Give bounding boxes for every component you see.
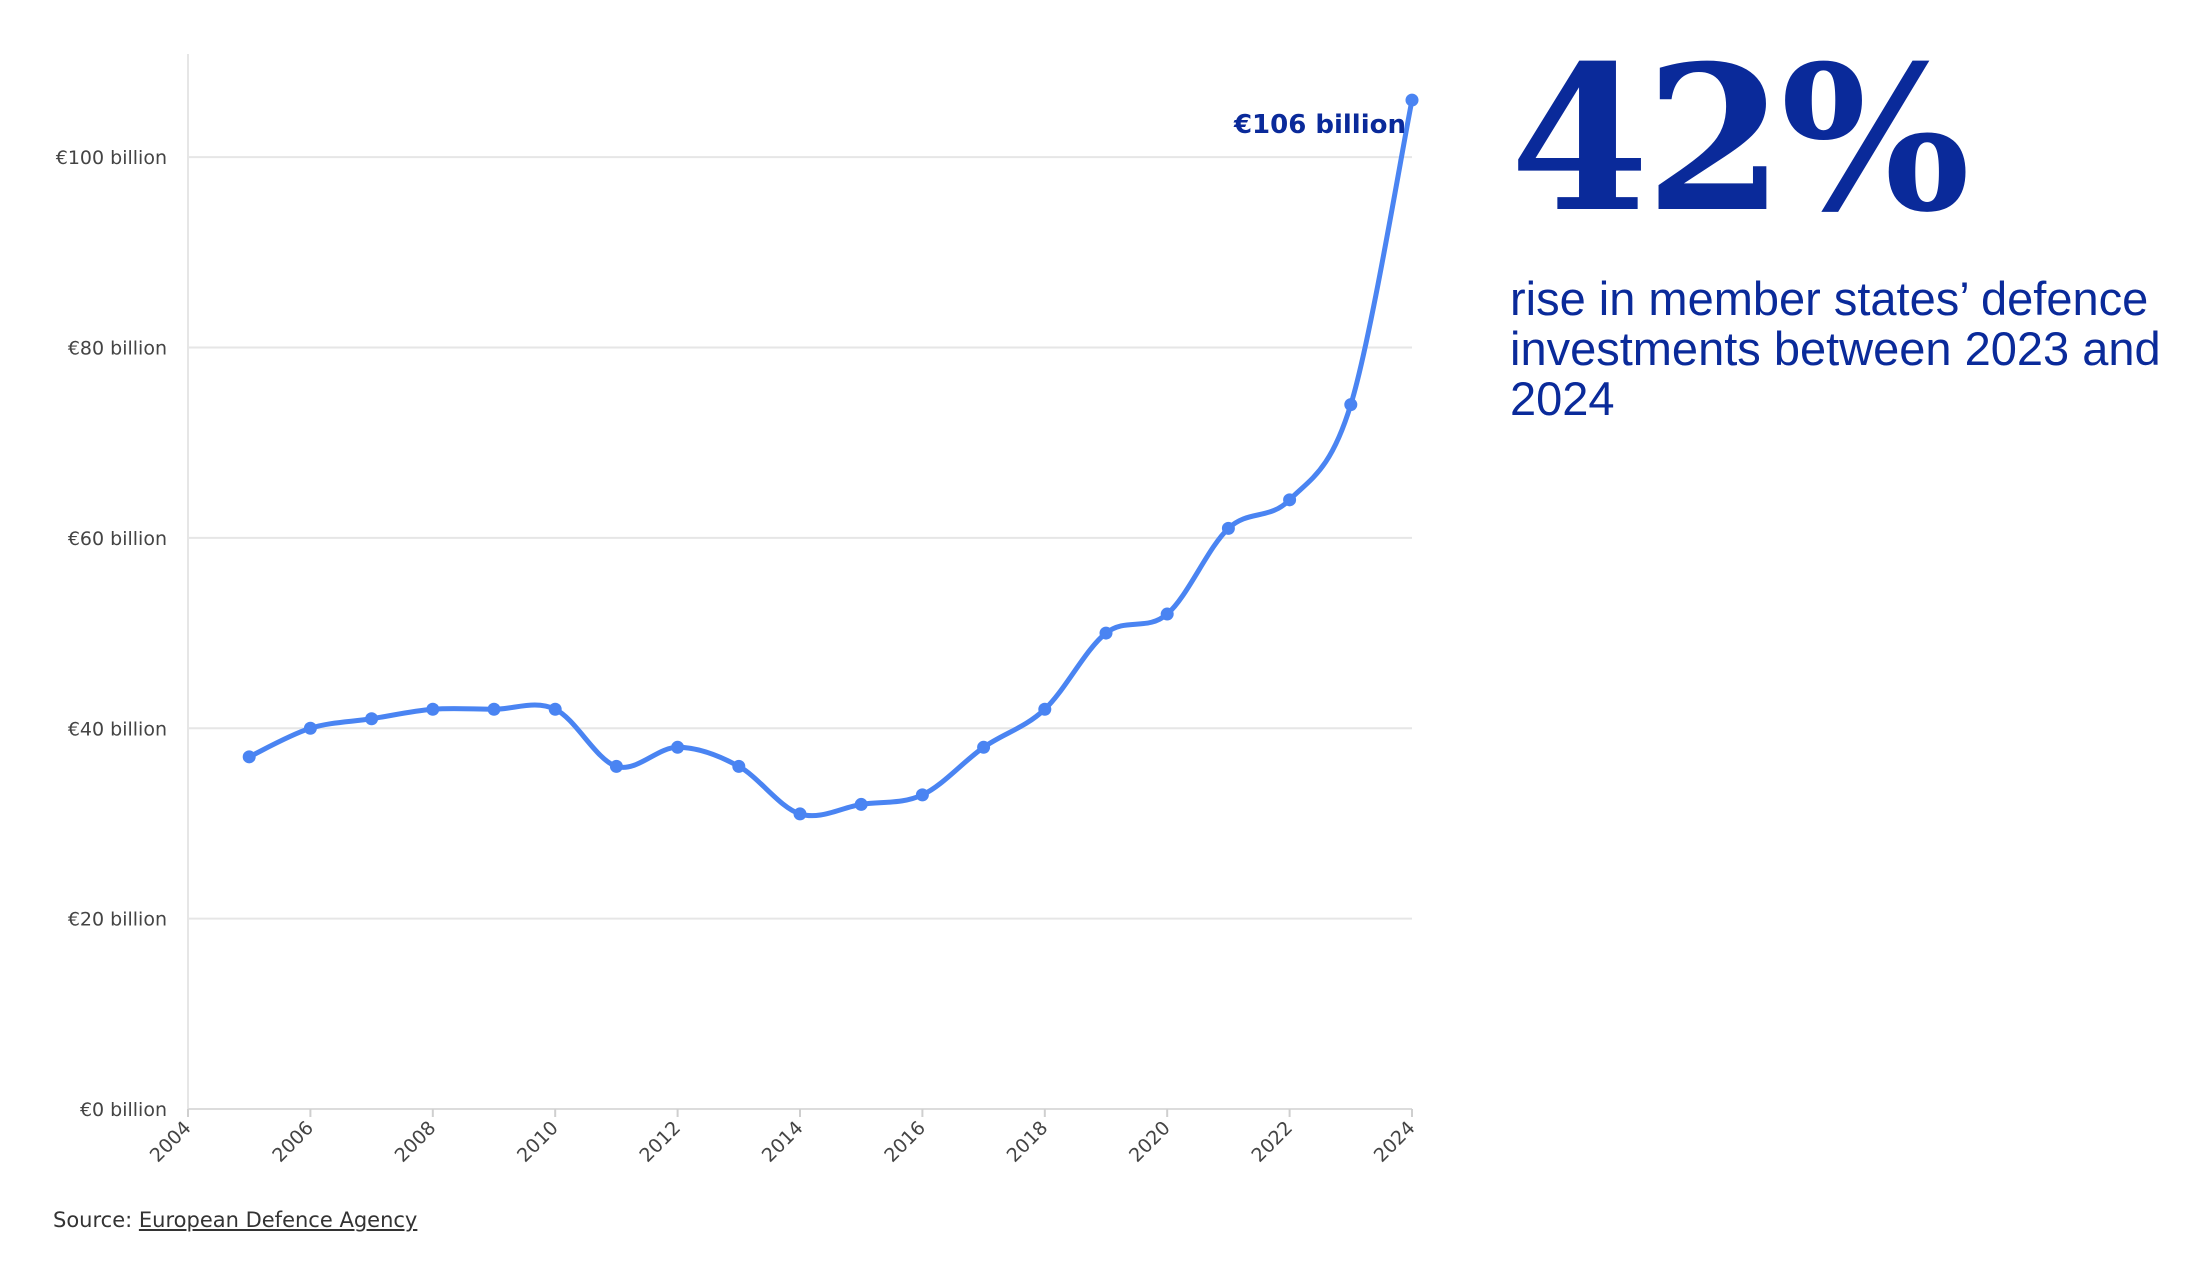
- data-point-2016[interactable]: [915, 788, 929, 802]
- x-tick-labels: 2004 2006 2008 2010 2012 2014 2016 2018 2020 2022…: [146, 1117, 1420, 1167]
- data-point-2018[interactable]: [1038, 702, 1052, 716]
- data-point-2015[interactable]: [854, 797, 868, 811]
- stat-callout: 42% rise in member states’ defence inves…: [1510, 40, 2190, 424]
- x-tick-label: 2016: [880, 1117, 930, 1167]
- x-tick-label: 2012: [635, 1117, 685, 1167]
- data-point-2008[interactable]: [426, 702, 440, 716]
- series-line-group: [246, 97, 1415, 819]
- x-tick-label: 2008: [391, 1117, 441, 1167]
- data-point-2014[interactable]: [793, 807, 807, 821]
- x-tick-label: 2006: [268, 1117, 318, 1167]
- data-point-2009[interactable]: [487, 702, 501, 716]
- data-point-2017[interactable]: [977, 740, 991, 754]
- y-tick-label: €80 billion: [68, 338, 167, 360]
- y-tick-labels: €0 billion €20 billion €40 billion €60 bill…: [56, 147, 167, 1121]
- data-point-2024[interactable]: [1405, 93, 1419, 107]
- data-point-2005[interactable]: [242, 750, 256, 764]
- data-point-2022[interactable]: [1283, 493, 1297, 507]
- data-point-2023[interactable]: [1344, 398, 1358, 412]
- x-tick-label: 2004: [146, 1117, 196, 1167]
- stat-description: rise in member states’ defence investmen…: [1510, 272, 2161, 425]
- x-tick-label: 2010: [513, 1117, 563, 1167]
- data-point-2020[interactable]: [1160, 607, 1174, 621]
- x-tick-label: 2018: [1003, 1117, 1053, 1167]
- x-tick-label: 2022: [1247, 1117, 1297, 1167]
- data-point-2012[interactable]: [671, 740, 685, 754]
- data-point-2010[interactable]: [548, 702, 562, 716]
- data-point-2019[interactable]: [1099, 626, 1113, 640]
- data-points: [242, 93, 1419, 821]
- source-link[interactable]: European Defence Agency: [138, 1208, 418, 1232]
- source-prefix: Source:: [53, 1208, 139, 1232]
- axes: [187, 54, 1413, 1117]
- stat-value: 42%: [1510, 22, 1970, 257]
- series-line-0: [246, 97, 1415, 819]
- annotation-group: €106 billion: [1233, 110, 1406, 140]
- y-tick-label: €60 billion: [68, 528, 167, 550]
- y-tick-label: €20 billion: [68, 909, 167, 931]
- y-tick-label: €0 billion: [80, 1099, 167, 1121]
- x-tick-label: 2014: [758, 1117, 808, 1167]
- x-tick-label: 2020: [1125, 1117, 1175, 1167]
- data-point-2007[interactable]: [365, 712, 379, 726]
- source-note: Source: European Defence Agency: [53, 1208, 417, 1232]
- y-tick-label: €100 billion: [56, 147, 167, 169]
- annotation-label: €106 billion: [1233, 110, 1406, 140]
- x-tick-label: 2024: [1370, 1117, 1420, 1167]
- data-point-2006[interactable]: [303, 721, 317, 735]
- y-tick-label: €40 billion: [68, 718, 167, 740]
- data-point-2013[interactable]: [732, 759, 746, 773]
- data-point-2021[interactable]: [1221, 521, 1235, 535]
- line-chart: €0 billion €20 billion €40 billion €60 bill…: [56, 54, 1420, 1167]
- gridlines: [188, 156, 1412, 920]
- data-point-2011[interactable]: [609, 759, 623, 773]
